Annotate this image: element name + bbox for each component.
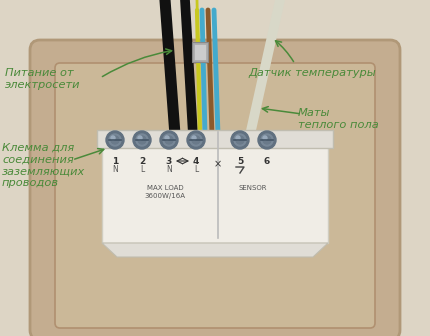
Circle shape xyxy=(111,136,115,140)
Text: SENSOR: SENSOR xyxy=(239,185,267,191)
Circle shape xyxy=(187,131,205,149)
Text: 6: 6 xyxy=(264,157,270,166)
Circle shape xyxy=(192,136,200,144)
Circle shape xyxy=(111,136,119,144)
Circle shape xyxy=(192,136,196,140)
Text: N: N xyxy=(166,165,172,174)
Text: Клемма для
соединения
заземляющих
проводов: Клемма для соединения заземляющих провод… xyxy=(2,143,85,188)
Circle shape xyxy=(263,136,271,144)
Circle shape xyxy=(258,131,276,149)
Text: Питание от
электросети: Питание от электросети xyxy=(5,68,80,90)
Circle shape xyxy=(138,136,142,140)
Circle shape xyxy=(165,136,169,140)
FancyBboxPatch shape xyxy=(30,40,400,336)
Text: L: L xyxy=(194,165,198,174)
Circle shape xyxy=(136,134,148,146)
Circle shape xyxy=(236,136,244,144)
Circle shape xyxy=(236,136,240,140)
Circle shape xyxy=(138,136,146,144)
Text: N: N xyxy=(112,165,118,174)
Text: 4: 4 xyxy=(193,157,199,166)
Text: 1: 1 xyxy=(112,157,118,166)
Circle shape xyxy=(106,131,124,149)
Circle shape xyxy=(263,136,267,140)
Text: MAX LOAD
3600W/16A: MAX LOAD 3600W/16A xyxy=(144,185,185,199)
Circle shape xyxy=(163,134,175,146)
Text: ×: × xyxy=(214,159,222,169)
Text: Маты
теплого пола: Маты теплого пола xyxy=(298,108,379,130)
Circle shape xyxy=(231,131,249,149)
Circle shape xyxy=(261,134,273,146)
Bar xyxy=(194,44,206,60)
Text: L: L xyxy=(140,165,144,174)
Circle shape xyxy=(160,131,178,149)
Bar xyxy=(192,42,208,62)
FancyBboxPatch shape xyxy=(55,63,375,328)
Polygon shape xyxy=(102,243,328,257)
Circle shape xyxy=(109,134,121,146)
Text: 5: 5 xyxy=(237,157,243,166)
Bar xyxy=(97,130,333,148)
Circle shape xyxy=(234,134,246,146)
Bar xyxy=(102,138,328,243)
Text: 3: 3 xyxy=(166,157,172,166)
Circle shape xyxy=(165,136,173,144)
Circle shape xyxy=(190,134,202,146)
Text: Датчик температуры: Датчик температуры xyxy=(248,68,376,78)
Circle shape xyxy=(133,131,151,149)
Text: 2: 2 xyxy=(139,157,145,166)
